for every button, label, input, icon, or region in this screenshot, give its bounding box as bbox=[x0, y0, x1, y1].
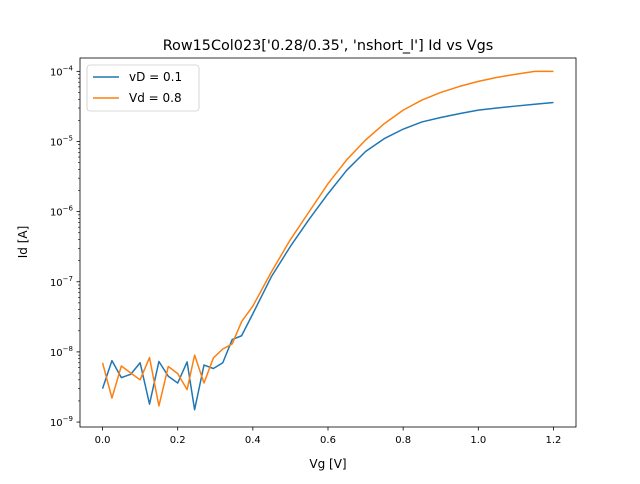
x-tick-label: 0.2 bbox=[170, 435, 186, 446]
x-tick-label: 0.0 bbox=[95, 435, 111, 446]
x-tick-label: 1.0 bbox=[470, 435, 486, 446]
legend-label-1: vD = 0.1 bbox=[129, 70, 182, 84]
y-tick-exponent: −9 bbox=[63, 415, 73, 423]
y-tick-exponent: −6 bbox=[63, 205, 74, 213]
series-line-2 bbox=[101, 70, 554, 407]
series-line-1 bbox=[101, 101, 554, 411]
x-tick-label: 0.4 bbox=[245, 435, 261, 446]
x-tick-label: 1.2 bbox=[546, 435, 562, 446]
y-tick-exponent: −8 bbox=[63, 345, 73, 353]
y-tick-exponent: −5 bbox=[63, 134, 73, 142]
x-tick-label: 0.8 bbox=[395, 435, 411, 446]
y-axis-label: Id [A] bbox=[16, 226, 30, 259]
y-tick-exponent: −7 bbox=[63, 275, 73, 283]
x-axis: 0.0 0.2 0.4 0.6 0.8 1.0 1.2 bbox=[95, 427, 562, 446]
series-layer bbox=[101, 70, 554, 411]
x-axis-label: Vg [V] bbox=[309, 457, 346, 471]
legend: vD = 0.1 Vd = 0.8 bbox=[86, 64, 200, 112]
chart-title: Row15Col023['0.28/0.35', 'nshort_l'] Id … bbox=[163, 38, 494, 54]
x-tick-label: 0.6 bbox=[320, 435, 336, 446]
legend-label-2: Vd = 0.8 bbox=[129, 91, 182, 105]
y-tick-exponent: −4 bbox=[63, 64, 74, 72]
plot-frame bbox=[79, 57, 577, 428]
